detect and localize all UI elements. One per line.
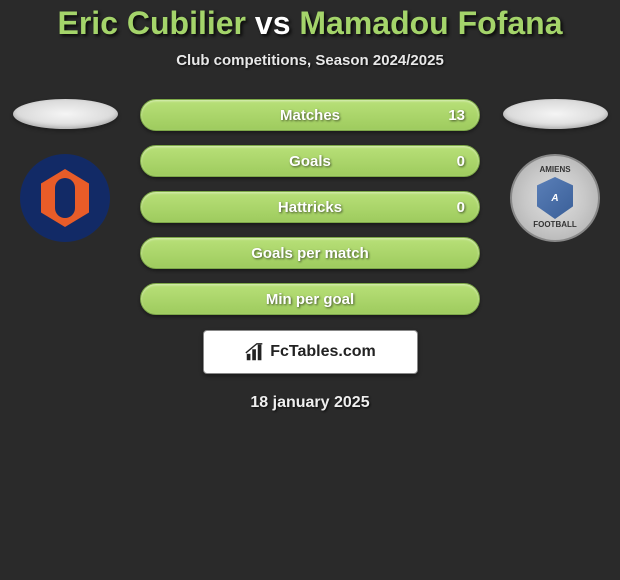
date-text: 18 january 2025 xyxy=(250,394,369,412)
stat-value-right: 0 xyxy=(457,199,465,216)
player1-avatar xyxy=(13,99,118,129)
stat-value-right: 0 xyxy=(457,153,465,170)
vs-text: vs xyxy=(255,5,291,41)
club-right-shield-icon: A xyxy=(537,177,573,219)
club-badge-right: AMIENS A FOOTBALL xyxy=(510,154,600,242)
left-column xyxy=(10,99,120,242)
site-link[interactable]: FcTables.com xyxy=(203,330,418,374)
stat-label: Min per goal xyxy=(266,291,354,308)
stat-goals-per-match: Goals per match xyxy=(140,237,480,269)
page-title: Eric Cubilier vs Mamadou Fofana xyxy=(58,5,563,42)
stat-label: Matches xyxy=(280,107,340,124)
subtitle: Club competitions, Season 2024/2025 xyxy=(176,52,444,69)
player2-name: Mamadou Fofana xyxy=(299,5,562,41)
club-right-bottom: FOOTBALL xyxy=(533,221,577,230)
shield-letter: A xyxy=(551,193,558,204)
main-row: Matches 13 Goals 0 Hattricks 0 Goals per… xyxy=(0,99,620,315)
right-column: AMIENS A FOOTBALL xyxy=(500,99,610,242)
site-name: FcTables.com xyxy=(270,343,376,361)
stat-goals: Goals 0 xyxy=(140,145,480,177)
club-right-top: AMIENS xyxy=(539,166,570,175)
stat-matches: Matches 13 xyxy=(140,99,480,131)
stats-column: Matches 13 Goals 0 Hattricks 0 Goals per… xyxy=(140,99,480,315)
stat-value-right: 13 xyxy=(448,107,465,124)
bar-chart-icon xyxy=(244,341,266,363)
player2-avatar xyxy=(503,99,608,129)
player1-name: Eric Cubilier xyxy=(58,5,247,41)
stat-label: Goals xyxy=(289,153,331,170)
stat-hattricks: Hattricks 0 xyxy=(140,191,480,223)
stat-min-per-goal: Min per goal xyxy=(140,283,480,315)
stat-label: Hattricks xyxy=(278,199,342,216)
stat-label: Goals per match xyxy=(251,245,369,262)
club-badge-left xyxy=(20,154,110,242)
